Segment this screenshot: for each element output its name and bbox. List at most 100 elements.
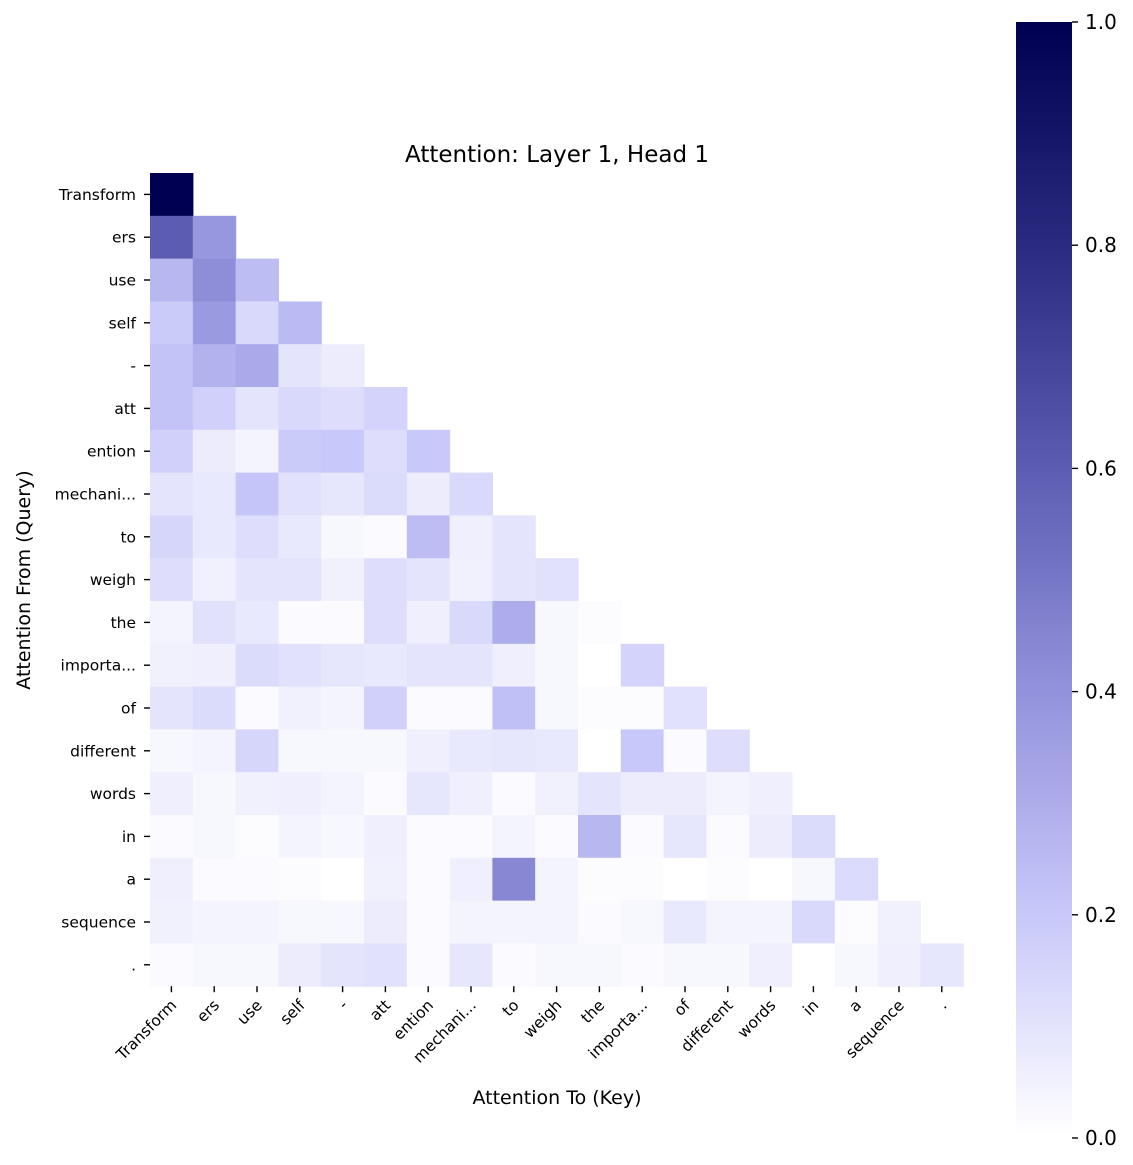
heatmap-cell	[492, 643, 536, 688]
heatmap-cell	[192, 301, 237, 345]
heatmap-cell	[150, 344, 194, 388]
heatmap-cell	[535, 686, 579, 730]
heatmap-cell	[535, 643, 579, 688]
heatmap-cell	[321, 601, 365, 645]
y-tick-label: the	[111, 614, 136, 632]
heatmap-cell	[150, 173, 194, 217]
heatmap-cell	[321, 643, 365, 688]
x-tick-label: the	[578, 996, 609, 1027]
heatmap-cell	[321, 686, 365, 730]
heatmap-cell	[278, 601, 322, 645]
heatmap-cell	[364, 943, 408, 987]
heatmap-cell	[235, 601, 279, 645]
heatmap-cell	[150, 643, 194, 688]
y-tick-label: in	[122, 828, 136, 846]
heatmap-cell	[877, 900, 921, 944]
heatmap-cell	[192, 729, 237, 773]
heatmap-cell	[706, 857, 750, 902]
heatmap-cell	[364, 515, 408, 559]
heatmap-cell	[235, 686, 279, 730]
heatmap-cell	[578, 601, 622, 645]
heatmap-cell	[449, 815, 493, 859]
x-tick-label: -	[335, 996, 352, 1013]
heatmap-cell	[235, 772, 279, 816]
y-tick-label: -	[130, 357, 136, 375]
heatmap-cell	[278, 772, 322, 816]
heatmap-cell	[364, 729, 408, 773]
heatmap-cell	[620, 900, 665, 944]
heatmap-cell	[192, 215, 237, 260]
heatmap-cell	[150, 729, 194, 773]
heatmap-cell	[492, 729, 536, 773]
heatmap-cell	[535, 772, 579, 816]
heatmap-cell	[578, 857, 622, 902]
x-tick-label: in	[800, 996, 823, 1019]
heatmap-cell	[192, 772, 237, 816]
heatmap-cell	[321, 900, 365, 944]
heatmap-cell	[578, 815, 622, 859]
colorbar	[1016, 22, 1072, 1138]
y-axis-label: Attention From (Query)	[13, 470, 35, 689]
heatmap-cell	[834, 900, 879, 944]
heatmap-cell	[620, 729, 665, 773]
heatmap-cell	[535, 815, 579, 859]
y-tick-label: ention	[87, 443, 136, 461]
heatmap-cell	[364, 900, 408, 944]
heatmap-cell	[578, 729, 622, 773]
heatmap-cell	[364, 643, 408, 688]
heatmap-cell	[150, 429, 194, 474]
y-tick-label: a	[127, 871, 137, 889]
heatmap-cell	[192, 515, 237, 559]
heatmap-cell	[150, 301, 194, 345]
heatmap-cell	[706, 815, 750, 859]
heatmap-cell	[663, 857, 707, 902]
x-tick-label: weigh	[520, 996, 565, 1041]
heatmap-cell	[321, 472, 365, 516]
colorbar-tick-label: 0.2	[1085, 903, 1117, 927]
heatmap-cell	[235, 815, 279, 859]
heatmap-cell	[150, 387, 194, 431]
heatmap-cell	[449, 857, 493, 902]
heatmap-cell	[278, 301, 322, 345]
heatmap-cell	[364, 857, 408, 902]
heatmap-cell	[449, 472, 493, 516]
heatmap-cell	[749, 900, 793, 944]
heatmap-cell	[150, 258, 194, 302]
heatmap-cell	[278, 815, 322, 859]
heatmap-cell	[364, 558, 408, 602]
heatmap-cell	[364, 686, 408, 730]
heatmap-cell	[492, 815, 536, 859]
y-tick-label: self	[109, 314, 137, 332]
heatmap-cell	[535, 558, 579, 602]
heatmap-cell	[663, 772, 707, 816]
colorbar-tick-label: 0.8	[1085, 233, 1117, 257]
heatmap-cell	[278, 558, 322, 602]
heatmap-cell	[278, 943, 322, 987]
heatmap-cell	[663, 943, 707, 987]
x-tick-label: ers	[193, 996, 223, 1026]
heatmap-cell	[406, 815, 451, 859]
heatmap-cell	[406, 601, 451, 645]
heatmap-cell	[406, 943, 451, 987]
heatmap-cell	[150, 686, 194, 730]
heatmap-cell	[150, 900, 194, 944]
heatmap-cell	[321, 558, 365, 602]
y-axis-ticks: Transform ers use self - att ention mechani... t…	[55, 186, 150, 974]
heatmap-cell	[278, 900, 322, 944]
heatmap-cell	[792, 900, 836, 944]
y-tick-label: att	[114, 400, 136, 418]
heatmap-cell	[235, 301, 279, 345]
heatmap-cell	[321, 815, 365, 859]
heatmap-cell	[406, 558, 451, 602]
y-tick-label: Transform	[58, 186, 136, 204]
heatmap-cell	[535, 729, 579, 773]
colorbar-tick-label: 0.4	[1085, 680, 1117, 704]
heatmap-cell	[492, 558, 536, 602]
heatmap-cell	[406, 857, 451, 902]
heatmap-cell	[749, 943, 793, 987]
heatmap-cell	[192, 857, 237, 902]
heatmap-cell	[406, 515, 451, 559]
heatmap-cell	[192, 943, 237, 987]
heatmap-cell	[578, 772, 622, 816]
heatmap-cell	[235, 429, 279, 474]
